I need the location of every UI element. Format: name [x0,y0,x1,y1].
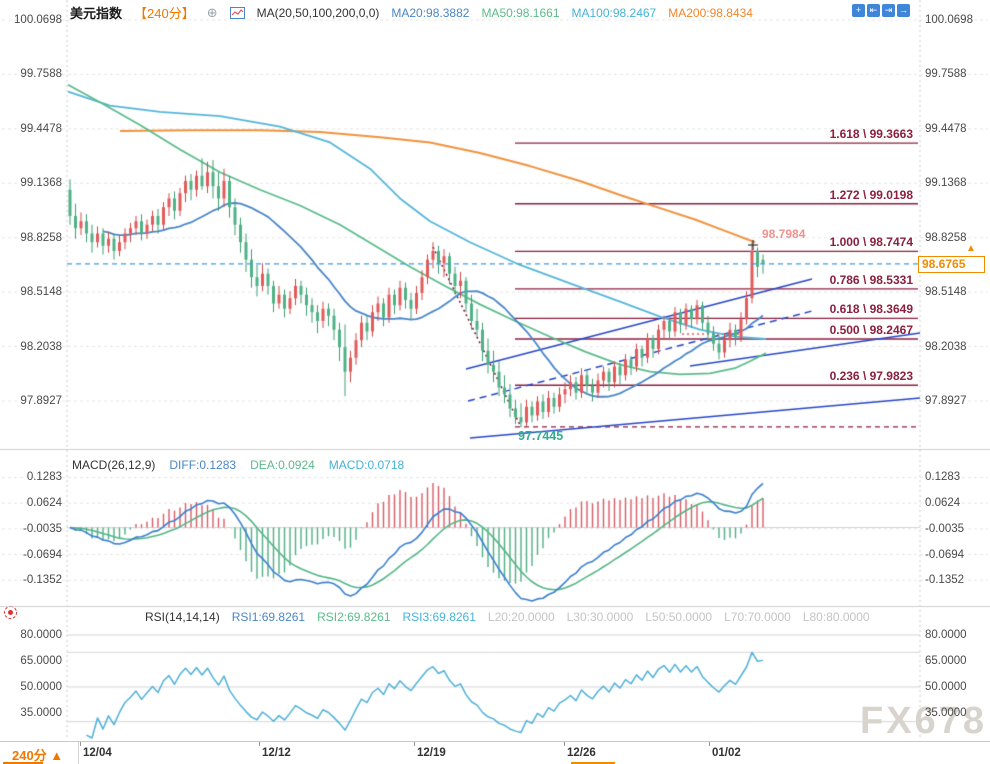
fib-level-label: 0.500 \ 98.2467 [829,323,913,338]
macd-axis-label-left: -0.0694 [22,548,62,561]
y-axis-label-left: 97.8927 [20,394,62,407]
rsi-axis-label-right: 35.0000 [925,706,967,719]
x-axis-date-label: 12/04 [83,747,112,759]
y-axis-label-left: 99.4478 [20,122,62,135]
y-axis-label-left: 98.8258 [20,231,62,244]
rsi-axis-label-left: 80.0000 [20,629,62,641]
rsi-axis-label-left: 50.0000 [20,680,62,693]
macd-axis-label-left: 0.1283 [26,471,62,484]
y-axis-label-left: 99.1368 [20,177,62,190]
fib-level-label: 0.236 \ 97.9823 [829,369,913,384]
ma200-value: MA200:98.8434 [668,5,753,20]
ma100-value: MA100:98.2467 [571,5,657,20]
rsi-axis-label-left: 65.0000 [20,654,62,667]
macd-title: MACD(26,12,9) [72,458,156,472]
main-chart-header: 美元指数 【240分】 ⊕ MA(20,50,100,200,0,0) MA20… [70,3,753,22]
macd-axis-label-right: 0.0624 [925,497,961,510]
y-axis-label-left: 98.5148 [20,286,62,299]
rsi-l50-label: L50:50.0000 [645,610,713,624]
y-axis-label-right: 99.7588 [925,68,967,81]
y-axis-label-right: 99.1368 [925,177,967,190]
pan-icon[interactable]: + [852,4,865,17]
rsi-l30-label: L30:30.0000 [566,610,634,624]
rsi-l80-label: L80:80.0000 [802,610,870,624]
x-axis-tick [709,742,710,746]
x-axis-date-label: 01/02 [712,747,741,759]
y-axis-label-right: 98.2038 [925,340,967,353]
rsi-header: RSI(14,14,14) RSI1:69.8261 RSI2:69.8261 … [145,610,870,624]
fib-level-label: 1.618 \ 99.3663 [829,127,913,142]
y-axis-label-left: 98.2038 [20,340,62,353]
y-axis-label-right: 98.5148 [925,286,967,299]
x-axis-date-label: 12/26 [567,747,596,759]
rsi-axis-label-right: 80.0000 [925,629,967,641]
x-axis-tick [414,742,415,746]
symbol-title: 美元指数 [70,6,123,21]
fib-level-label: 0.618 \ 98.3649 [829,302,913,317]
swing-high-label: 98.7984 [762,227,806,241]
x-axis-tick [80,742,81,746]
x-axis-tick [564,742,565,746]
detach-window-icon[interactable]: → [897,4,910,17]
y-axis-label-right: 100.0698 [925,14,973,26]
kline-chart-icon[interactable] [229,6,245,19]
rsi-title: RSI(14,14,14) [145,610,220,624]
ma-settings-label: MA(20,50,100,200,0,0) [256,5,380,20]
axis-scale-right-icon[interactable]: ⇥ [882,4,895,17]
fib-level-label: 1.272 \ 99.0198 [829,187,913,202]
rsi-l70-label: L70:70.0000 [724,610,791,624]
macd-axis-label-left: 0.0624 [26,497,62,510]
macd-axis-label-left: -0.1352 [22,574,62,587]
divider [78,742,79,764]
macd-dea-value: DEA:0.0924 [250,458,315,472]
macd-header: MACD(26,12,9) DIFF:0.1283 DEA:0.0924 MAC… [72,458,404,472]
tab-active-underline [3,762,43,764]
period-label[interactable]: 【240分】 [134,6,195,21]
fib-level-label: 0.786 \ 98.5331 [829,272,913,287]
scrollbar-thumb[interactable] [571,762,615,764]
rsi-l20-label: L20:20.0000 [487,610,555,624]
x-axis-tick [259,742,260,746]
time-axis-bar: 240分 ▲ 12/04 12/12 12/19 12/26 01/02 [0,741,990,764]
rsi3-value: RSI3:69.8261 [402,610,476,624]
rsi2-value: RSI2:69.8261 [317,610,391,624]
ma50-value: MA50:98.1661 [481,5,560,20]
y-axis-label-right: 97.8927 [925,394,967,407]
price-direction-arrow-icon: ▲ [966,243,976,254]
y-axis-label-right: 99.4478 [925,122,967,135]
macd-diff-value: DIFF:0.1283 [169,458,237,472]
ma20-value: MA20:98.3882 [391,5,470,20]
macd-axis-label-left: -0.0035 [22,522,62,535]
y-axis-label-left: 100.0698 [14,14,62,26]
axis-scale-left-icon[interactable]: ⇤ [867,4,880,17]
rsi-axis-label-left: 35.0000 [20,706,62,719]
rsi-axis-label-right: 65.0000 [925,654,967,667]
add-indicator-icon[interactable]: ⊕ [206,4,218,20]
x-axis-date-label: 12/19 [417,747,446,759]
macd-axis-label-right: -0.1352 [925,574,965,587]
macd-macd-value: MACD:0.0718 [328,458,405,472]
tab-period-240min[interactable]: 240分 ▲ [12,748,64,763]
x-axis-date-label: 12/12 [262,747,291,759]
rsi1-value: RSI1:69.8261 [231,610,306,624]
fib-level-label: 1.000 \ 98.7474 [829,235,913,250]
current-price-tag: 98.6765 [918,256,985,273]
rsi-axis-label-right: 50.0000 [925,680,967,693]
macd-axis-label-right: 0.1283 [925,471,961,484]
macd-axis-label-right: -0.0035 [925,522,965,535]
y-axis-label-right: 98.8258 [925,231,967,244]
macd-axis-label-right: -0.0694 [925,548,965,561]
chart-toolbar: + ⇤ ⇥ → [852,4,910,17]
y-axis-label-left: 99.7588 [20,68,62,81]
swing-low-label: 97.7445 [518,429,564,443]
